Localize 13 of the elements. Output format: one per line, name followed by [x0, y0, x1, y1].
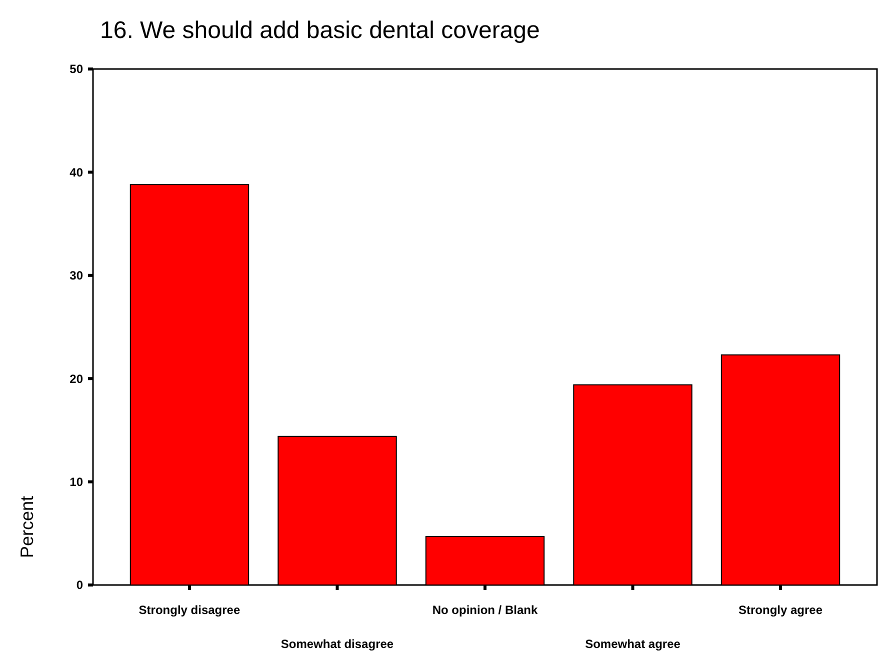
x-tick-label: Strongly agree [738, 603, 823, 617]
x-tick-label: Somewhat disagree [280, 637, 394, 651]
chart-title: 16. We should add basic dental coverage [100, 17, 540, 44]
y-axis-title: Percent [17, 496, 37, 558]
y-tick-label: 50 [70, 62, 84, 76]
x-tick-label: Strongly disagree [138, 603, 240, 617]
y-tick-label: 20 [70, 372, 84, 386]
y-tick-label: 10 [70, 475, 84, 489]
y-tick-label: 0 [76, 578, 84, 592]
y-tick-label: 40 [70, 165, 84, 180]
x-tick-label: Somewhat agree [585, 637, 681, 651]
y-tick-label: 30 [70, 268, 84, 283]
x-tick-label: No opinion / Blank [432, 603, 538, 617]
